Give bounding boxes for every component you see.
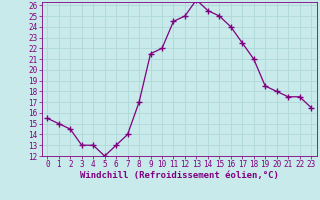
X-axis label: Windchill (Refroidissement éolien,°C): Windchill (Refroidissement éolien,°C) [80, 171, 279, 180]
